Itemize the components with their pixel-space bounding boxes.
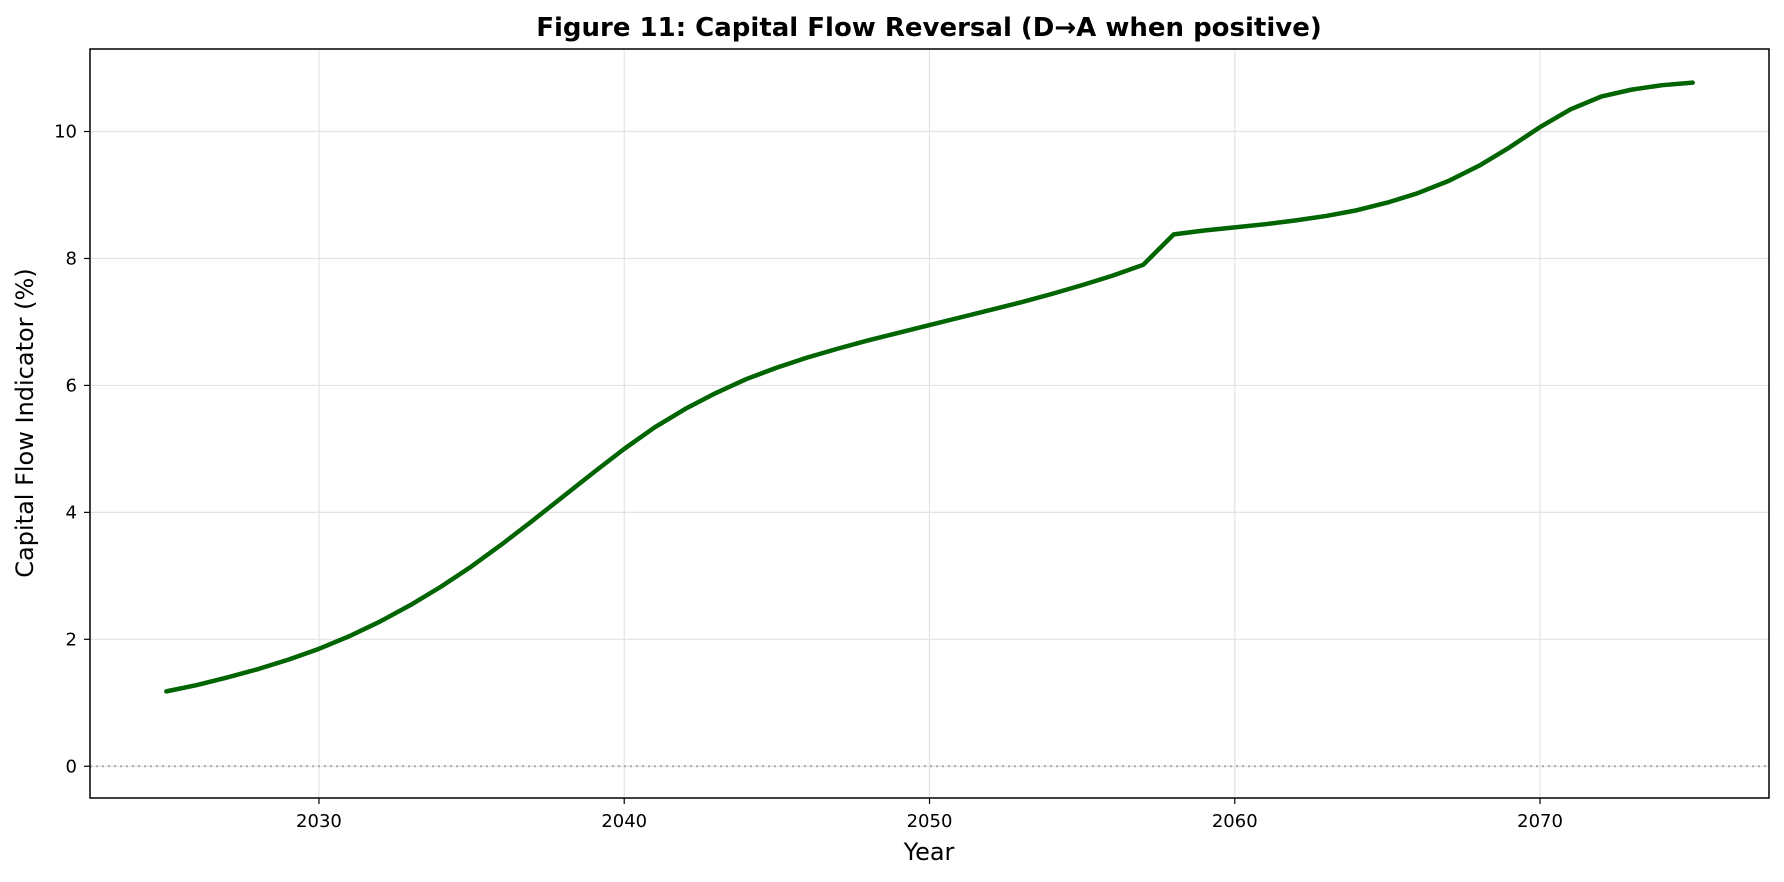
series-line: [164, 80, 1695, 694]
grid: [90, 49, 1769, 798]
y-axis-label: Capital Flow Indicator (%): [11, 268, 39, 577]
x-tick-label: 2060: [1212, 811, 1258, 832]
x-tick-label: 2040: [601, 811, 647, 832]
series-layer: [164, 80, 1695, 694]
x-tick-label: 2070: [1517, 811, 1563, 832]
x-tick-label: 2030: [296, 811, 342, 832]
y-tick-label: 6: [66, 375, 77, 396]
chart-title: Figure 11: Capital Flow Reversal (D→A wh…: [536, 13, 1321, 43]
y-tick-label: 2: [66, 629, 77, 650]
y-axis-ticks: 0 2 4 6 8 10: [54, 122, 90, 777]
x-tick-label: 2050: [907, 811, 953, 832]
x-axis-label: Year: [903, 838, 955, 866]
y-tick-label: 4: [66, 502, 77, 523]
y-tick-label: 10: [54, 122, 77, 143]
x-axis-ticks: 2030 2040 2050 2060 2070: [296, 798, 1563, 832]
y-tick-label: 8: [66, 248, 77, 269]
y-tick-label: 0: [66, 756, 77, 777]
